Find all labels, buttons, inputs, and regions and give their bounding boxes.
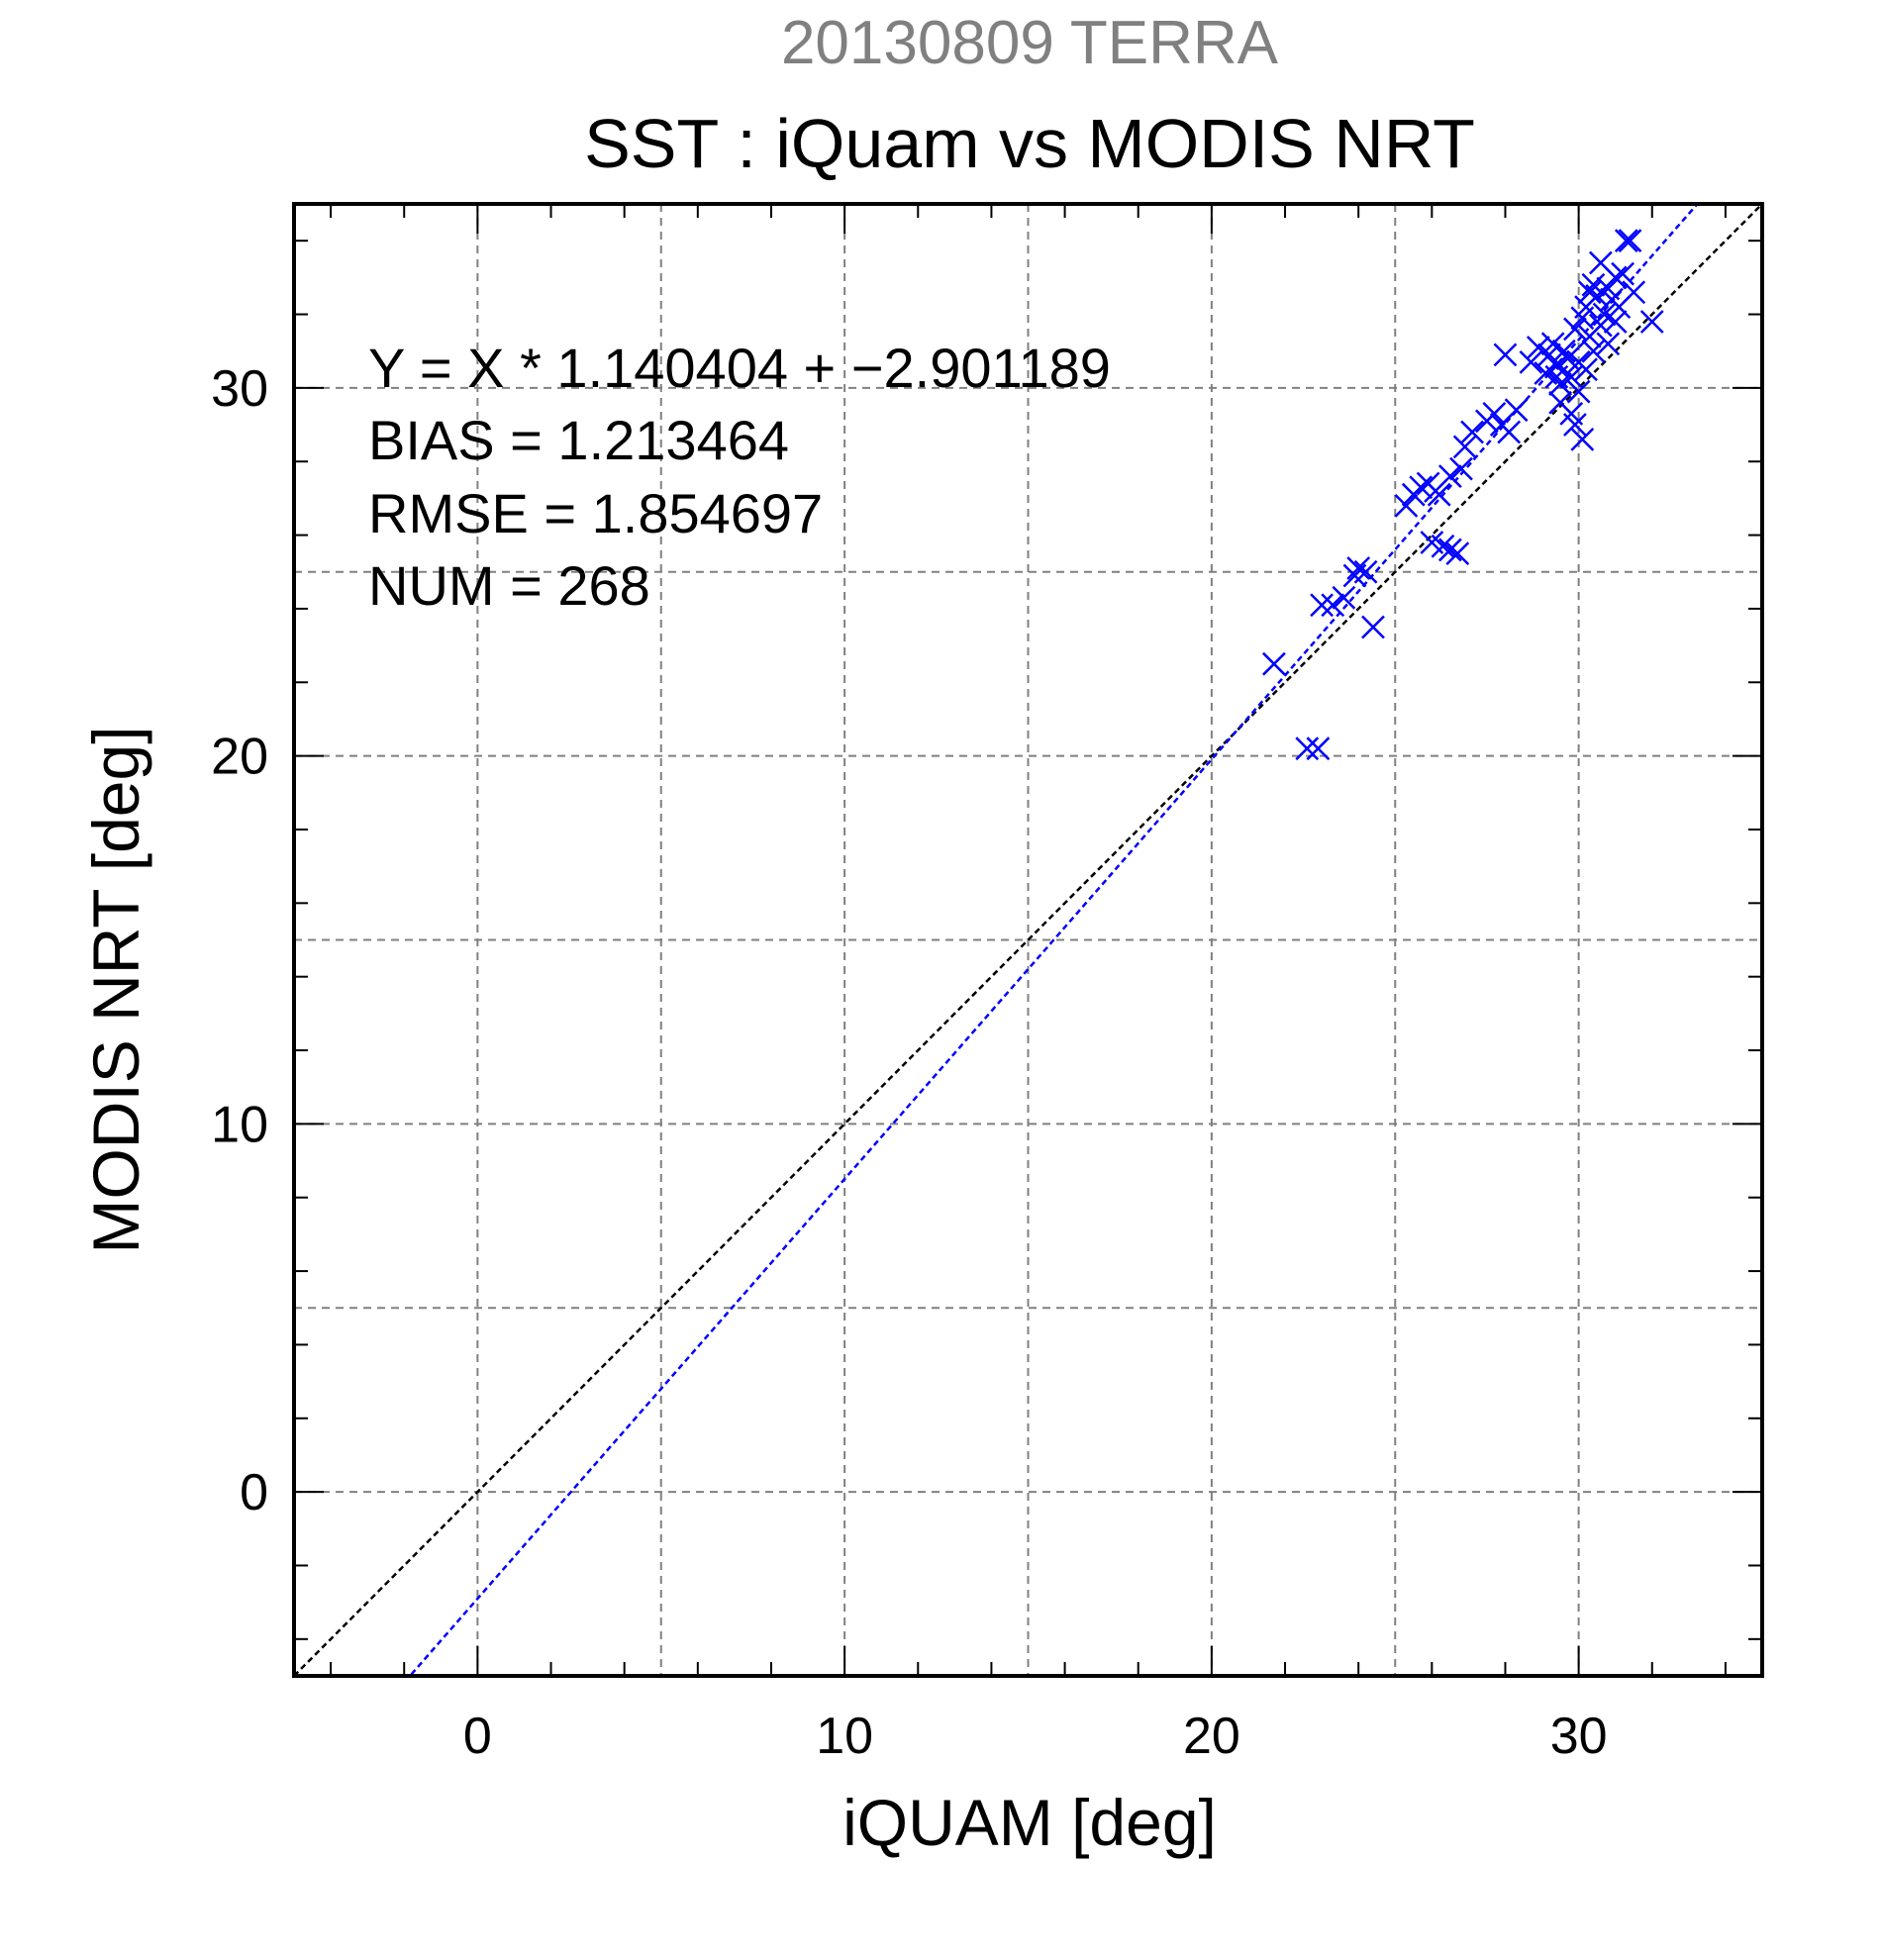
data-point <box>1394 493 1419 518</box>
data-point <box>1306 736 1331 761</box>
data-point <box>1519 349 1543 374</box>
bias-value: BIAS = 1.213464 <box>368 409 789 471</box>
y-axis-label: MODIS NRT [deg] <box>79 726 152 1253</box>
y-tick-label: 20 <box>211 729 268 786</box>
data-point <box>1262 651 1286 676</box>
data-point <box>1361 615 1385 639</box>
data-point <box>1544 353 1569 378</box>
data-point <box>1603 310 1628 334</box>
rmse-value: RMSE = 1.854697 <box>368 482 823 544</box>
data-point <box>1482 402 1507 426</box>
data-point <box>1353 559 1378 584</box>
reference-lines <box>294 204 1762 1676</box>
num-value: NUM = 268 <box>368 554 650 617</box>
data-point <box>1445 541 1470 566</box>
data-point <box>1437 538 1462 562</box>
data-point <box>1493 343 1518 367</box>
data-point <box>1566 379 1591 404</box>
data-point <box>1581 339 1606 363</box>
identity-line <box>294 204 1762 1676</box>
data-point <box>1332 585 1356 610</box>
data-point <box>1427 482 1451 507</box>
data-point <box>1611 261 1634 286</box>
chart-title: SST : iQuam vs MODIS NRT <box>584 105 1475 182</box>
x-tick-label: 10 <box>816 1708 873 1765</box>
data-point <box>1570 428 1595 451</box>
data-point <box>1563 317 1587 342</box>
x-tick-labels: 0 10 20 30 <box>463 1708 1608 1765</box>
x-tick-label: 0 <box>463 1708 492 1765</box>
data-point <box>1574 357 1598 382</box>
data-point <box>1321 593 1345 618</box>
y-tick-labels: 0 10 20 30 <box>211 360 268 1521</box>
y-tick-label: 30 <box>211 360 268 418</box>
data-point <box>1596 332 1621 356</box>
y-tick-label: 10 <box>211 1096 268 1153</box>
x-axis-label: iQUAM [deg] <box>842 1786 1217 1859</box>
data-points <box>1262 229 1664 761</box>
data-point <box>1622 280 1646 305</box>
data-point <box>1449 456 1473 481</box>
data-point <box>1544 364 1569 389</box>
data-point <box>1603 265 1628 290</box>
data-point <box>1618 229 1642 253</box>
data-point <box>1409 475 1434 500</box>
stats-box: Y = X * 1.140404 + −2.901189 BIAS = 1.21… <box>368 337 1111 617</box>
data-point <box>1639 310 1664 334</box>
data-point <box>1585 284 1610 308</box>
y-tick-label: 0 <box>240 1464 268 1521</box>
data-point <box>1526 336 1550 359</box>
axis-ticks <box>294 204 1762 1676</box>
data-point <box>1563 413 1587 437</box>
x-tick-label: 30 <box>1550 1708 1608 1765</box>
data-point <box>1452 435 1477 459</box>
data-point <box>1460 420 1484 444</box>
data-point <box>1295 736 1320 761</box>
data-point <box>1551 339 1576 363</box>
data-point <box>1346 556 1371 580</box>
data-point <box>1592 302 1617 327</box>
data-point <box>1497 420 1522 444</box>
data-point <box>1310 593 1334 618</box>
x-tick-label: 20 <box>1183 1708 1240 1765</box>
plot-frame <box>292 202 1764 1678</box>
regression-line <box>408 204 1700 1676</box>
regression-equation: Y = X * 1.140404 + −2.901189 <box>368 337 1111 399</box>
data-point <box>1577 280 1602 305</box>
chart-supertitle: 20130809 TERRA <box>781 9 1279 77</box>
data-point <box>1504 398 1529 423</box>
data-point <box>1548 372 1572 397</box>
data-point <box>1437 464 1462 488</box>
data-point <box>1614 229 1638 253</box>
data-point <box>1431 534 1455 558</box>
